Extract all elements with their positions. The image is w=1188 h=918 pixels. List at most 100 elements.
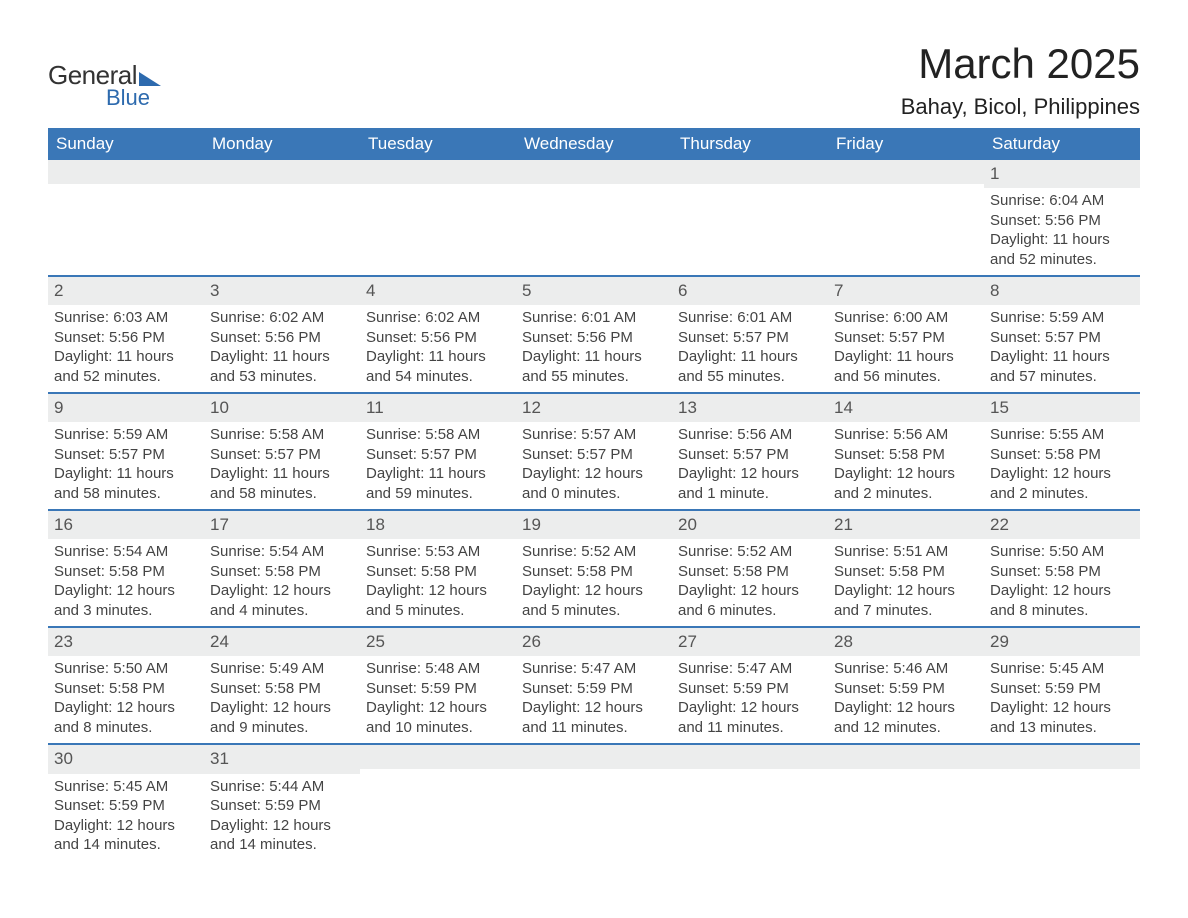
sunset-line: Sunset: 5:57 PM [678,445,822,465]
calendar-cell: 14Sunrise: 5:56 AMSunset: 5:58 PMDayligh… [828,393,984,510]
day-details: Sunrise: 5:55 AMSunset: 5:58 PMDaylight:… [984,422,1140,509]
day-details: Sunrise: 5:46 AMSunset: 5:59 PMDaylight:… [828,656,984,743]
calendar-cell: 6Sunrise: 6:01 AMSunset: 5:57 PMDaylight… [672,276,828,393]
day-details: Sunrise: 5:59 AMSunset: 5:57 PMDaylight:… [48,422,204,509]
calendar-cell: 1Sunrise: 6:04 AMSunset: 5:56 PMDaylight… [984,160,1140,276]
daylight-line: Daylight: 11 hours and 59 minutes. [366,464,510,503]
calendar-cell: 13Sunrise: 5:56 AMSunset: 5:57 PMDayligh… [672,393,828,510]
daylight-line: Daylight: 12 hours and 6 minutes. [678,581,822,620]
day-details: Sunrise: 6:00 AMSunset: 5:57 PMDaylight:… [828,305,984,392]
page-title: March 2025 [901,40,1140,88]
sunrise-line: Sunrise: 5:47 AM [678,659,822,679]
sunset-line: Sunset: 5:58 PM [210,679,354,699]
sunrise-line: Sunrise: 6:03 AM [54,308,198,328]
calendar-cell [672,744,828,860]
calendar-cell: 31Sunrise: 5:44 AMSunset: 5:59 PMDayligh… [204,744,360,860]
sunrise-line: Sunrise: 5:58 AM [366,425,510,445]
day-number: 26 [516,628,672,656]
sunset-line: Sunset: 5:58 PM [54,679,198,699]
calendar-cell: 15Sunrise: 5:55 AMSunset: 5:58 PMDayligh… [984,393,1140,510]
day-details: Sunrise: 5:50 AMSunset: 5:58 PMDaylight:… [48,656,204,743]
day-details: Sunrise: 6:02 AMSunset: 5:56 PMDaylight:… [360,305,516,392]
sunrise-line: Sunrise: 5:54 AM [210,542,354,562]
calendar-cell: 7Sunrise: 6:00 AMSunset: 5:57 PMDaylight… [828,276,984,393]
sunrise-line: Sunrise: 5:51 AM [834,542,978,562]
sunrise-line: Sunrise: 5:45 AM [990,659,1134,679]
calendar-cell: 28Sunrise: 5:46 AMSunset: 5:59 PMDayligh… [828,627,984,744]
daylight-line: Daylight: 12 hours and 14 minutes. [54,816,198,855]
daylight-line: Daylight: 12 hours and 12 minutes. [834,698,978,737]
calendar-cell [360,744,516,860]
sunset-line: Sunset: 5:56 PM [990,211,1134,231]
calendar-cell [984,744,1140,860]
sunrise-line: Sunrise: 5:57 AM [522,425,666,445]
day-details: Sunrise: 5:47 AMSunset: 5:59 PMDaylight:… [672,656,828,743]
logo: General Blue [48,60,161,111]
calendar-cell [828,744,984,860]
day-number: 9 [48,394,204,422]
daylight-line: Daylight: 12 hours and 8 minutes. [990,581,1134,620]
day-number: 24 [204,628,360,656]
day-number: 25 [360,628,516,656]
day-details: Sunrise: 5:52 AMSunset: 5:58 PMDaylight:… [516,539,672,626]
day-details: Sunrise: 5:53 AMSunset: 5:58 PMDaylight:… [360,539,516,626]
daylight-line: Daylight: 12 hours and 10 minutes. [366,698,510,737]
day-details: Sunrise: 5:56 AMSunset: 5:58 PMDaylight:… [828,422,984,509]
calendar-table: SundayMondayTuesdayWednesdayThursdayFrid… [48,128,1140,861]
sunset-line: Sunset: 5:59 PM [522,679,666,699]
day-number: 19 [516,511,672,539]
calendar-cell: 9Sunrise: 5:59 AMSunset: 5:57 PMDaylight… [48,393,204,510]
calendar-cell: 24 Sunrise: 5:49 AMSunset: 5:58 PMDayligh… [204,627,360,744]
day-number: 23 [48,628,204,656]
calendar-cell [672,160,828,276]
sunset-line: Sunset: 5:59 PM [366,679,510,699]
sunset-line: Sunset: 5:58 PM [990,445,1134,465]
sunset-line: Sunset: 5:58 PM [366,562,510,582]
calendar-cell [360,160,516,276]
day-number: 1 [984,160,1140,188]
sunset-line: Sunset: 5:57 PM [210,445,354,465]
daylight-line: Daylight: 12 hours and 3 minutes. [54,581,198,620]
sunrise-line: Sunrise: 5:49 AM [210,659,354,679]
sunrise-line: Sunrise: 5:55 AM [990,425,1134,445]
day-number: 16 [48,511,204,539]
day-number: 7 [828,277,984,305]
sunset-line: Sunset: 5:58 PM [54,562,198,582]
day-details: Sunrise: 5:56 AMSunset: 5:57 PMDaylight:… [672,422,828,509]
daylight-line: Daylight: 11 hours and 52 minutes. [54,347,198,386]
weekday-header: Wednesday [516,128,672,160]
daylight-line: Daylight: 12 hours and 4 minutes. [210,581,354,620]
day-details: Sunrise: 5:57 AMSunset: 5:57 PMDaylight:… [516,422,672,509]
sunrise-line: Sunrise: 5:47 AM [522,659,666,679]
daylight-line: Daylight: 12 hours and 1 minute. [678,464,822,503]
sunrise-line: Sunrise: 6:04 AM [990,191,1134,211]
weekday-header: Tuesday [360,128,516,160]
day-number: 17 [204,511,360,539]
day-number: 28 [828,628,984,656]
calendar-cell: 20Sunrise: 5:52 AMSunset: 5:58 PMDayligh… [672,510,828,627]
sunrise-line: Sunrise: 5:52 AM [522,542,666,562]
calendar-cell: 12Sunrise: 5:57 AMSunset: 5:57 PMDayligh… [516,393,672,510]
sunrise-line: Sunrise: 5:56 AM [678,425,822,445]
daylight-line: Daylight: 11 hours and 55 minutes. [678,347,822,386]
calendar-cell: 25 Sunrise: 5:48 AMSunset: 5:59 PMDayligh… [360,627,516,744]
daylight-line: Daylight: 12 hours and 13 minutes. [990,698,1134,737]
sunrise-line: Sunrise: 5:52 AM [678,542,822,562]
calendar-cell: 17Sunrise: 5:54 AMSunset: 5:58 PMDayligh… [204,510,360,627]
day-number: 22 [984,511,1140,539]
sunset-line: Sunset: 5:59 PM [210,796,354,816]
day-details: Sunrise: 6:02 AMSunset: 5:56 PMDaylight:… [204,305,360,392]
day-number: 20 [672,511,828,539]
weekday-header: Thursday [672,128,828,160]
sunset-line: Sunset: 5:58 PM [522,562,666,582]
sunset-line: Sunset: 5:58 PM [990,562,1134,582]
daylight-line: Daylight: 12 hours and 9 minutes. [210,698,354,737]
calendar-cell: 5Sunrise: 6:01 AMSunset: 5:56 PMDaylight… [516,276,672,393]
day-details: Sunrise: 6:03 AMSunset: 5:56 PMDaylight:… [48,305,204,392]
day-number: 11 [360,394,516,422]
sunrise-line: Sunrise: 5:48 AM [366,659,510,679]
day-details: Sunrise: 5:47 AMSunset: 5:59 PMDaylight:… [516,656,672,743]
day-number: 13 [672,394,828,422]
calendar-cell [828,160,984,276]
day-details: Sunrise: 5:58 AMSunset: 5:57 PMDaylight:… [204,422,360,509]
